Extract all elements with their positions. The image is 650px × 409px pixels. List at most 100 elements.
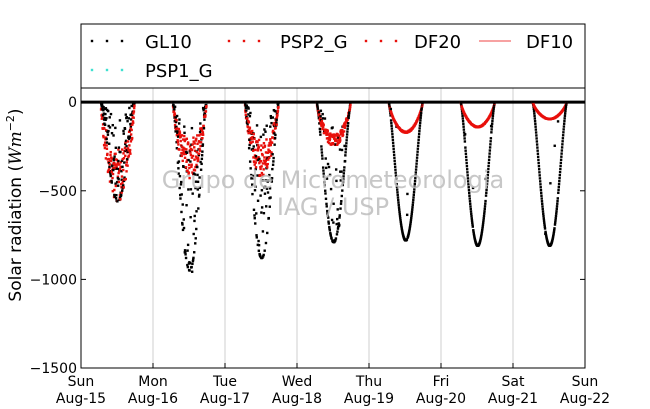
global-point xyxy=(347,116,350,120)
global-point xyxy=(114,146,118,149)
global-point xyxy=(463,137,466,140)
diffuse-point xyxy=(345,120,349,123)
global-point xyxy=(399,222,403,225)
global-point xyxy=(555,205,559,208)
global-point xyxy=(536,152,540,155)
global-point xyxy=(196,180,200,184)
global-point xyxy=(106,133,110,136)
diffuse-point xyxy=(338,136,342,140)
global-point xyxy=(398,208,401,211)
global-point xyxy=(559,158,563,162)
diffuse-point xyxy=(330,133,334,136)
global-point xyxy=(405,213,409,217)
y-tick-label: −500 xyxy=(39,184,77,200)
global-point xyxy=(552,233,555,237)
global-point xyxy=(563,119,566,123)
diffuse-point xyxy=(321,122,325,125)
diffuse-point xyxy=(190,165,193,168)
diffuse-point xyxy=(204,110,208,113)
global-point xyxy=(559,167,562,171)
diffuse-point xyxy=(183,147,186,150)
global-point xyxy=(202,127,206,130)
global-point xyxy=(555,207,558,211)
global-point xyxy=(336,208,339,211)
global-point xyxy=(410,216,413,220)
global-point xyxy=(115,193,118,197)
global-point xyxy=(110,131,114,135)
global-point xyxy=(398,214,402,218)
global-point xyxy=(540,191,543,195)
global-point xyxy=(113,195,117,198)
global-point xyxy=(486,170,490,174)
global-point xyxy=(492,109,495,113)
legend-label: DF20 xyxy=(414,32,461,53)
x-tick-label-day: Mon xyxy=(138,374,168,390)
diffuse-point xyxy=(244,110,247,114)
diffuse-point xyxy=(104,136,108,139)
global-point xyxy=(391,138,395,142)
global-point xyxy=(116,200,119,203)
diffuse-point xyxy=(117,180,121,184)
global-point xyxy=(488,152,491,155)
global-point xyxy=(322,175,326,178)
global-point xyxy=(491,119,494,123)
global-point xyxy=(407,231,411,234)
global-point xyxy=(253,217,256,220)
diffuse-point xyxy=(191,171,194,174)
legend-item: DF10 xyxy=(479,32,573,53)
global-point xyxy=(173,105,177,108)
global-point xyxy=(182,226,186,230)
diffuse-point xyxy=(346,118,349,121)
diffuse-point xyxy=(269,154,273,157)
diffuse-point xyxy=(105,129,108,132)
global-point xyxy=(487,164,490,168)
global-point xyxy=(539,188,543,192)
global-point xyxy=(111,123,114,127)
diffuse-point xyxy=(122,152,125,155)
diffuse-point xyxy=(414,121,418,125)
global-point xyxy=(393,162,397,166)
x-axis: SunAug-15MonAug-16TueAug-17WedAug-18ThuA… xyxy=(56,363,610,407)
global-point xyxy=(484,199,487,203)
global-point xyxy=(558,170,562,174)
global-point xyxy=(319,133,322,136)
global-point xyxy=(205,101,208,104)
diffuse-point xyxy=(258,173,262,177)
global-point xyxy=(129,113,132,117)
global-point xyxy=(254,185,257,188)
global-point xyxy=(480,230,484,234)
global-point xyxy=(318,127,322,131)
diffuse-point xyxy=(121,181,124,185)
global-point xyxy=(244,106,248,109)
global-point xyxy=(561,134,565,137)
global-point xyxy=(112,168,115,172)
global-point xyxy=(471,223,474,226)
global-point xyxy=(491,112,495,115)
global-point xyxy=(244,102,247,105)
global-point xyxy=(470,214,473,218)
global-point xyxy=(336,217,339,221)
global-point xyxy=(391,135,394,139)
diffuse-point xyxy=(259,165,262,169)
global-point xyxy=(538,180,542,183)
global-point xyxy=(563,112,567,115)
global-point xyxy=(245,121,249,125)
diffuse-point xyxy=(332,137,336,140)
diffuse-point xyxy=(187,171,191,174)
global-point xyxy=(479,236,483,239)
diffuse-point xyxy=(192,136,195,139)
diffuse-point xyxy=(192,140,195,143)
global-point xyxy=(413,188,416,191)
global-point xyxy=(265,187,269,190)
global-point xyxy=(260,189,264,192)
diffuse-point xyxy=(254,156,257,160)
global-point xyxy=(343,166,346,169)
diffuse-point xyxy=(191,154,195,158)
x-tick-label-day: Fri xyxy=(433,374,450,390)
diffuse-point xyxy=(132,110,136,113)
global-point xyxy=(537,168,541,171)
global-point xyxy=(326,212,329,215)
global-point xyxy=(469,202,472,206)
diffuse-point xyxy=(103,146,107,150)
diffuse-point xyxy=(328,135,331,138)
